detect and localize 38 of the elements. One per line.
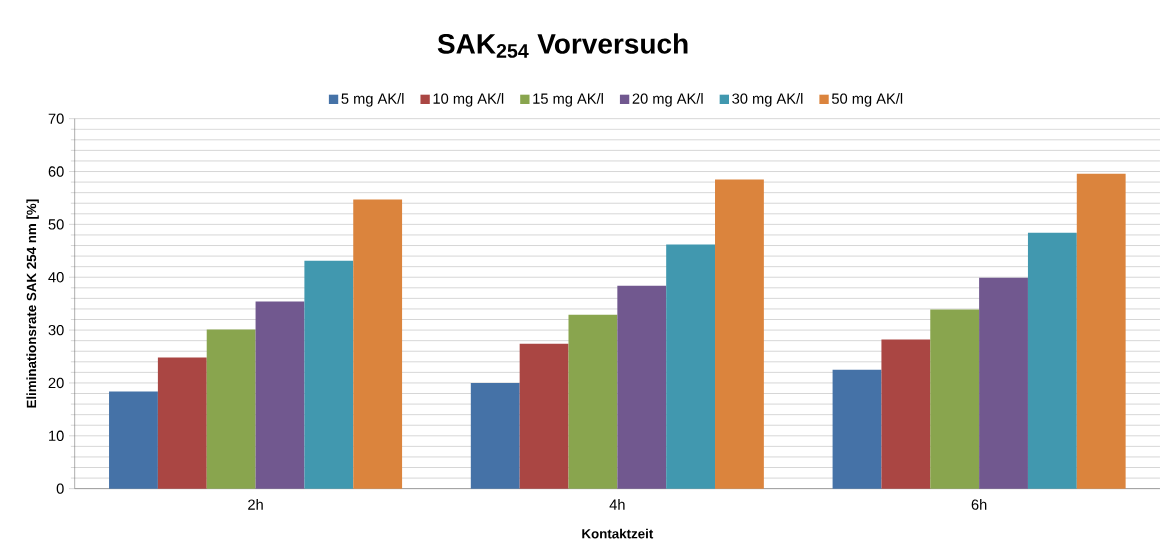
bar	[715, 179, 764, 489]
bar	[470, 382, 520, 489]
legend-label: 50 mg AK/l	[831, 93, 903, 107]
legend-label: 15 mg AK/l	[533, 93, 603, 107]
y-axis-title: Eliminationsrate SAK 254 nm [%]	[26, 199, 39, 408]
bar	[353, 199, 403, 489]
bar	[832, 369, 882, 489]
y-tick-label: 50	[48, 219, 64, 230]
y-tick-label: 60	[48, 166, 64, 177]
bar	[617, 285, 667, 489]
bar	[304, 260, 354, 489]
bar	[1076, 173, 1126, 489]
bar	[568, 314, 618, 489]
bar	[519, 343, 569, 489]
bar	[979, 277, 1028, 489]
bar	[206, 329, 256, 489]
y-tick-label: 20	[48, 377, 64, 389]
legend-label: 20 mg AK/l	[632, 93, 703, 107]
bar	[666, 244, 716, 489]
x-axis-title: Kontaktzeit	[582, 528, 654, 539]
x-tick-label: 4h	[609, 499, 625, 510]
y-tick-label: 30	[48, 324, 64, 336]
chart-title: SAK$_{254}$ Vorversuch	[437, 33, 688, 58]
legend-label: 5 mg AK/l	[341, 93, 404, 107]
legend-label: 10 mg AK/l	[433, 93, 504, 107]
bar	[1027, 232, 1077, 489]
y-tick-label: 70	[48, 113, 64, 124]
legend-label: 30 mg AK/l	[732, 93, 803, 107]
y-tick-label: 40	[48, 272, 64, 283]
bar	[930, 309, 980, 489]
bar	[881, 339, 931, 489]
y-tick-label: 0	[56, 483, 64, 494]
y-tick-label: 10	[49, 430, 64, 441]
bar	[255, 301, 305, 489]
bar	[157, 357, 207, 489]
bar	[109, 391, 158, 489]
x-tick-label: 2h	[248, 499, 263, 510]
x-tick-label: 6h	[971, 499, 987, 510]
